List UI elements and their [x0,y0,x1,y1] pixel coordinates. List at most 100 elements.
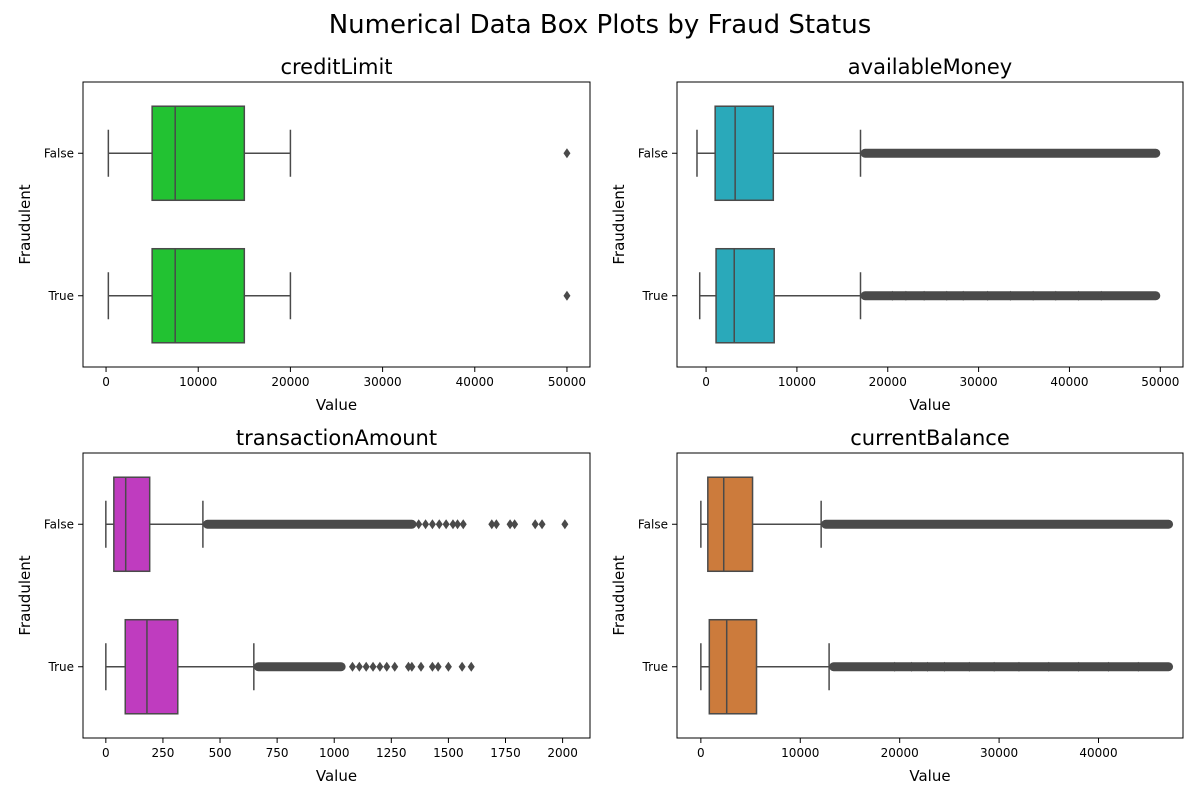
iqr-box [714,105,775,202]
outlier-point [459,519,467,530]
box-True [107,247,571,344]
outlier-point [422,519,430,530]
iqr-box [113,476,151,573]
x-tick-label: 0 [702,375,710,389]
outlier-point [1006,290,1014,301]
outlier-band [829,662,1174,672]
outlier-point [1015,661,1023,672]
x-tick-label: 1250 [376,746,407,760]
plot-frame [82,81,591,368]
box-True [700,618,1174,715]
outlier-point [355,661,363,672]
x-tick-label: 20000 [271,375,309,389]
x-tick-label: 20000 [881,746,919,760]
outlier-point [488,519,496,530]
x-tick-label: 750 [266,746,289,760]
subplot-creditLimit: creditLimit 0 10000 20000 30000 40000 50000 Fal… [16,55,591,414]
x-tick-label: 30000 [960,375,998,389]
y-tick-label: True [642,660,669,674]
outlier-point [428,519,436,530]
outlier-point [434,661,442,672]
outlier-point [1104,661,1112,672]
outlier-point [449,519,457,530]
outlier-point [990,661,998,672]
box-False [107,105,571,202]
y-tick-label: False [44,146,74,160]
box-False [105,476,569,573]
y-tick-label: True [48,660,75,674]
x-tick-label: 50000 [548,375,586,389]
outlier-point [417,661,425,672]
outlier-point [888,290,896,301]
x-tick-label: 40000 [1050,375,1088,389]
outlier-point [965,661,973,672]
x-axis-label: Value [909,767,950,785]
iqr-box [151,105,246,202]
outlier-point [362,661,370,672]
y-tick-label: True [48,289,75,303]
x-tick-label: 30000 [980,746,1018,760]
x-axis-label: Value [909,396,950,414]
outlier-band [253,662,346,672]
plot-frame [676,81,1184,368]
outlier-point [908,661,916,672]
x-tick-label: 40000 [1079,746,1117,760]
x-tick-label: 0 [102,375,110,389]
outlier-point [435,519,443,530]
outlier-point [458,661,466,672]
y-axis-label: Fraudulent [16,555,34,635]
y-axis-label: Fraudulent [16,184,34,264]
outlier-point [492,519,500,530]
outlier-point [415,519,423,530]
outlier-point [924,661,932,672]
x-tick-label: 0 [102,746,110,760]
outlier-point [428,661,436,672]
outlier-point [943,290,951,301]
subplot-availableMoney: availableMoney 0 10000 20000 30000 40000 50000… [610,55,1184,414]
x-tick-label: 10000 [778,375,816,389]
outlier-point [1029,290,1037,301]
outlier-point [1045,661,1053,672]
y-tick-label: False [638,517,668,531]
x-tick-label: 0 [697,746,705,760]
y-tick-label: True [642,289,669,303]
x-tick-label: 10000 [179,375,217,389]
outlier-point [563,148,571,159]
outlier-point [940,661,948,672]
x-tick-label: 2000 [547,746,578,760]
outlier-point [506,519,514,530]
x-axis-label: Value [316,767,357,785]
outlier-point [383,661,391,672]
outlier-point [454,519,462,530]
outlier-band [860,148,1161,158]
outlier-point [442,519,450,530]
subplot-title: availableMoney [848,55,1012,79]
subplot-title: creditLimit [280,55,392,79]
outlier-point [391,661,399,672]
outlier-band [821,519,1174,529]
y-axis-label: Fraudulent [610,184,628,264]
outlier-point [902,290,910,301]
x-tick-label: 500 [209,746,232,760]
x-axis-label: Value [316,396,357,414]
y-axis-label: Fraudulent [610,555,628,635]
outlier-point [1075,661,1083,672]
subplot-transactionAmount: transactionAmount 0 250 500 750 1000 1250 1500 1… [16,426,591,785]
outlier-point [531,519,539,530]
x-tick-label: 1750 [490,746,521,760]
outlier-point [920,290,928,301]
plot-frame [82,452,591,739]
outlier-point [1134,661,1142,672]
outlier-point [376,661,384,672]
outlier-point [561,519,569,530]
iqr-box [124,618,179,715]
box-False [696,105,1161,202]
outlier-point [891,661,899,672]
outlier-point [563,290,571,301]
plot-frame [676,452,1184,739]
outlier-band [202,519,417,529]
y-tick-label: False [638,146,668,160]
subplot-title: currentBalance [850,426,1010,450]
